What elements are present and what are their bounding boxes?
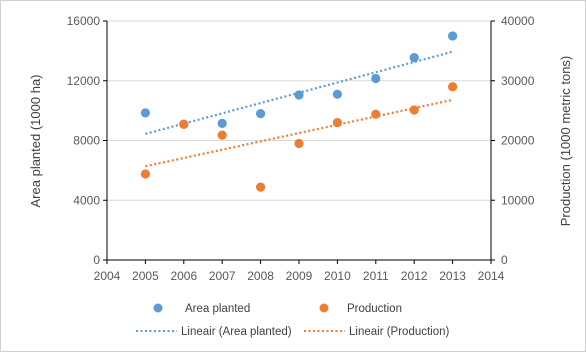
point-production — [256, 182, 266, 192]
y-left-tick-label: 0 — [93, 253, 100, 267]
point-area-planted — [256, 109, 266, 119]
y-left-tick-label: 8000 — [73, 134, 100, 148]
point-production — [294, 138, 304, 149]
point-area-planted — [140, 108, 150, 118]
y-left-tick-label: 16000 — [67, 14, 101, 28]
x-tick-label: 2008 — [247, 269, 274, 283]
axes: 0 4000 8000 12000 16000 0 10000 20000 30000 40000… — [67, 14, 535, 283]
x-tick-label: 2006 — [170, 269, 197, 283]
point-area-planted — [409, 52, 419, 63]
y-right-tick-label: 20000 — [501, 134, 535, 148]
point-production — [448, 82, 458, 92]
x-tick-label: 2012 — [401, 269, 428, 283]
point-production — [332, 117, 342, 128]
point-production — [140, 169, 150, 179]
legend-label-trend-production: Lineair (Production) — [349, 326, 450, 338]
legend-label-area-planted: Area planted — [185, 303, 250, 315]
legend-label-trend-area: Lineair (Area planted) — [181, 326, 292, 338]
legend: Area planted Production Lineair (Area pl… — [136, 303, 450, 338]
gridlines — [107, 20, 491, 201]
x-tick-label: 2010 — [324, 269, 351, 283]
y-right-tick-label: 40000 — [501, 14, 535, 28]
legend-label-production: Production — [347, 303, 402, 315]
point-area-planted — [294, 90, 304, 100]
y-right-axis-title: Production (1000 metric tons) — [558, 56, 573, 227]
trendline-production — [145, 98, 453, 168]
y-right-tick-label: 0 — [501, 253, 508, 267]
point-production — [217, 130, 227, 140]
y-left-tick-label: 12000 — [67, 74, 101, 88]
point-production — [409, 105, 419, 115]
x-tick-label: 2014 — [478, 269, 505, 283]
point-area-planted — [448, 31, 458, 41]
x-tick-label: 2004 — [94, 269, 121, 283]
y-right-tick-label: 30000 — [501, 74, 535, 88]
point-production — [371, 109, 381, 119]
point-area-planted — [217, 118, 227, 128]
x-tick-label: 2011 — [363, 269, 389, 283]
x-tick-label: 2009 — [286, 269, 313, 283]
legend-marker-production — [319, 303, 329, 313]
y-left-tick-label: 4000 — [73, 193, 100, 207]
point-area-planted — [332, 89, 342, 99]
y-left-axis-title: Area planted (1000 ha) — [28, 75, 43, 208]
point-area-planted — [371, 73, 381, 84]
y-right-tick-label: 10000 — [501, 193, 535, 207]
trendlines — [145, 50, 453, 168]
data-points — [140, 31, 458, 192]
x-tick-label: 2013 — [439, 269, 466, 283]
point-production — [179, 119, 189, 129]
legend-marker-area-planted — [153, 303, 163, 313]
x-tick-label: 2007 — [209, 269, 236, 283]
x-tick-label: 2005 — [132, 269, 159, 283]
